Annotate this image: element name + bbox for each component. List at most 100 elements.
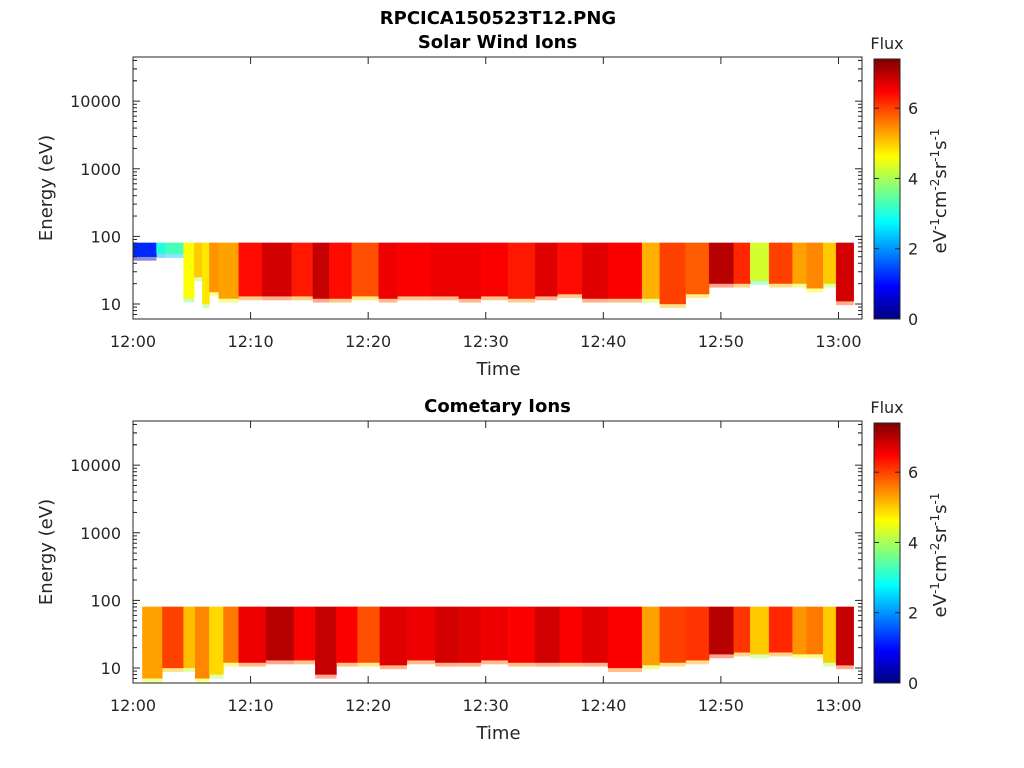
spectrogram-fringe [806, 654, 824, 659]
spectrogram-fringe [458, 298, 481, 303]
colorbar-scale [873, 58, 901, 320]
spectrogram-fringe [435, 662, 459, 667]
colorbar-tick-label: 2 [908, 240, 918, 259]
spectrogram-cell [162, 606, 184, 669]
spectrogram-cell [559, 606, 583, 663]
spectrogram-fringe [806, 288, 824, 293]
spectrogram-fringe [642, 298, 660, 303]
x-tick-label: 12:30 [463, 332, 509, 351]
spectrogram-cell [195, 606, 210, 679]
spectrogram-fringe [481, 660, 508, 665]
unit-base: sr [930, 525, 951, 542]
spectrogram-cell [291, 242, 314, 297]
spectrogram-fringe [291, 296, 313, 301]
spectrogram-cell [641, 242, 660, 299]
spectrogram-cell [659, 242, 686, 305]
spectrogram-cell [209, 242, 219, 293]
unit-base: s [930, 141, 951, 150]
spectrogram-cell [142, 606, 163, 679]
spectrogram-cell [823, 606, 837, 663]
spectrogram-cell [209, 606, 224, 675]
spectrogram-fringe [709, 654, 734, 659]
spectrogram-cell [265, 606, 295, 661]
spectrogram-fringe [685, 660, 710, 665]
spectrogram-cell [336, 606, 358, 663]
spectrogram-cell [397, 242, 431, 297]
spectrogram-fringe [183, 668, 196, 672]
colorbar-unit-label: eV-1cm-2sr-1s-1 [928, 493, 951, 618]
spectrogram-cell [165, 242, 184, 255]
spectrogram-fringe [294, 660, 316, 665]
x-axis-label: Time [475, 723, 520, 744]
spectrogram-fringe [582, 298, 609, 303]
y-tick-label: 10 [101, 659, 121, 678]
spectrogram-fringe [836, 665, 854, 670]
spectrogram-cell [582, 242, 609, 299]
spectrogram-cell [685, 606, 710, 661]
spectrogram-cell [806, 242, 824, 289]
x-tick-label: 12:00 [110, 696, 156, 715]
spectrogram-fringe [407, 660, 436, 665]
spectrogram-cell [315, 606, 337, 675]
spectrogram-cell [557, 242, 583, 295]
spectrogram-cell [458, 242, 482, 299]
unit-base: s [930, 505, 951, 514]
spectrogram-fringe [642, 665, 660, 670]
spectrogram-fringe [397, 296, 431, 301]
spectrogram-cell [507, 606, 536, 663]
spectrogram-cell [312, 242, 330, 299]
spectrogram-fringe [336, 662, 358, 667]
spectrogram-fringe [238, 662, 266, 667]
spectrogram-fringe [608, 668, 643, 672]
colorbar-title: Flux [870, 34, 903, 53]
spectrogram-fringe [351, 296, 379, 301]
y-tick-label: 1000 [80, 524, 121, 543]
spectrogram-fringe [458, 662, 481, 667]
spectrogram-cell [641, 606, 660, 666]
spectrogram-fringe [659, 662, 686, 667]
unit-exponent: -1 [928, 514, 942, 526]
panel-solar-wind-ions: Solar Wind Ions 12:00 12:10 12:20 12:30 12:40… [36, 32, 863, 380]
spectrogram-cell [768, 606, 793, 653]
spectrogram-fringe [685, 294, 710, 299]
x-tick-label: 12:20 [345, 332, 391, 351]
y-tick-label: 10000 [70, 92, 121, 111]
x-tick-label: 12:20 [345, 696, 391, 715]
x-tick-label: 13:00 [815, 696, 861, 715]
x-tick-label: 12:10 [228, 696, 274, 715]
spectrogram-fringe [582, 662, 609, 667]
x-axis-label: Time [475, 359, 520, 380]
spectrogram-fringe [508, 298, 536, 303]
spectrogram-cell [379, 606, 408, 666]
spectrogram-fringe [218, 298, 239, 303]
spectrogram-fringe [156, 253, 166, 258]
colorbar-tick-label: 0 [908, 674, 918, 693]
spectrogram-cell [534, 242, 558, 297]
axes-box [132, 420, 863, 684]
spectrogram-fringe [535, 296, 558, 301]
spectrogram-fringe [194, 277, 203, 282]
x-tick-label: 12:50 [698, 332, 744, 351]
spectrogram-fringe [535, 662, 560, 667]
spectrogram-cell [607, 606, 643, 669]
unit-exponent: -1 [928, 582, 942, 594]
spectrogram-fringe [750, 280, 770, 285]
panel-title: Solar Wind Ions [418, 32, 577, 53]
spectrogram-fringe [378, 298, 398, 303]
spectrogram-fringe [659, 304, 686, 308]
unit-base: eV [930, 229, 951, 253]
spectrogram-cell [329, 242, 352, 299]
spectrogram-fringe [238, 296, 263, 301]
colorbars: Flux0246eV-1cm-2sr-1s-1Flux0246eV-1cm-2s… [870, 34, 951, 693]
spectrogram-fringe [133, 256, 157, 261]
spectrogram-cell [132, 242, 157, 257]
x-tick-label: 12:50 [698, 696, 744, 715]
spectrogram-fringe [823, 662, 837, 667]
spectrogram-fringe [312, 298, 330, 303]
spectrogram-fringe [823, 283, 837, 288]
spectrogram-cell [607, 242, 643, 299]
spectrogram-cell [750, 242, 770, 281]
spectrogram-cell [406, 606, 436, 661]
spectrogram-cell [792, 242, 807, 284]
